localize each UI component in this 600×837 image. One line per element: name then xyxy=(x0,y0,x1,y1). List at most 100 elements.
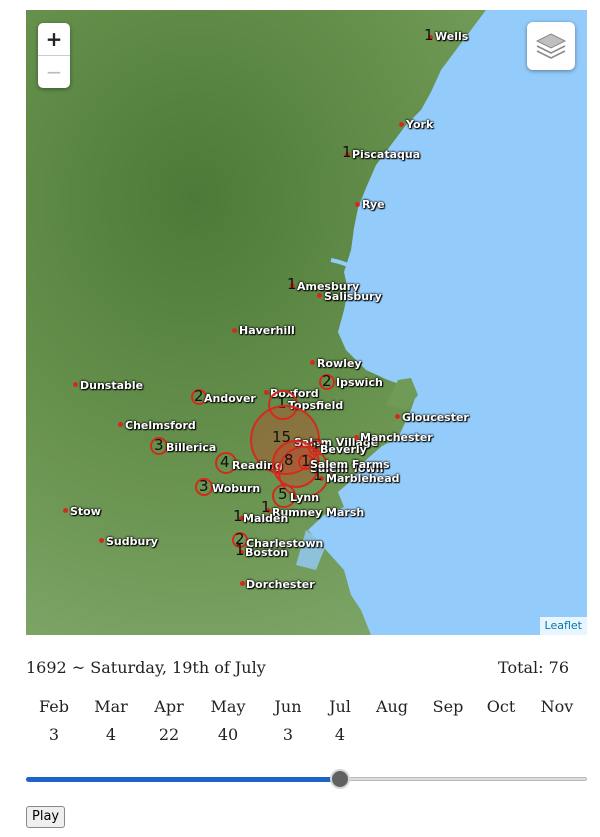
count-wells: 1 xyxy=(424,26,434,44)
count-beverly: 1 xyxy=(311,438,321,456)
marker-ring-charlestown[interactable] xyxy=(232,532,248,548)
map[interactable]: + − Wells 1 York Piscataqua 1 Rye Amesbu… xyxy=(26,10,587,635)
month-column: Oct xyxy=(473,697,529,725)
marker-ring-billerica[interactable] xyxy=(150,437,168,455)
marker-ring-reading[interactable] xyxy=(215,452,237,474)
place-dot xyxy=(290,283,295,288)
place-label-salem-farms[interactable]: Salem Farms xyxy=(310,458,390,471)
place-label-ipswich[interactable]: Ipswich xyxy=(336,376,383,389)
place-dot xyxy=(239,516,244,521)
place-label-rye[interactable]: Rye xyxy=(362,198,385,211)
count-andover: 2 xyxy=(194,387,204,405)
month-count: 40 xyxy=(217,725,239,744)
place-dot xyxy=(118,422,123,427)
place-dot xyxy=(73,382,78,387)
place-dot xyxy=(345,152,350,157)
place-label-dunstable[interactable]: Dunstable xyxy=(80,379,144,392)
layers-icon xyxy=(535,33,567,59)
slider-thumb[interactable] xyxy=(330,769,350,789)
count-piscataqua: 1 xyxy=(342,143,352,161)
place-dot xyxy=(264,390,269,395)
count-boston: 1 xyxy=(235,541,245,559)
zoom-control: + − xyxy=(38,23,70,88)
place-dot xyxy=(399,122,404,127)
count-topsfield: 1 xyxy=(277,394,287,412)
count-charlestown: 2 xyxy=(235,530,245,548)
marker-ring-woburn[interactable] xyxy=(195,478,213,496)
timeline-slider[interactable] xyxy=(26,768,587,790)
place-label-amesbury[interactable]: Amesbury xyxy=(297,280,360,293)
place-dot xyxy=(355,202,360,207)
month-column: Jun 3 xyxy=(260,697,316,744)
count-amesbury: 1 xyxy=(287,275,297,293)
place-label-manchester[interactable]: Manchester xyxy=(360,431,433,444)
place-label-boston[interactable]: Boston xyxy=(245,546,289,559)
place-dot xyxy=(395,414,400,419)
month-count: 4 xyxy=(334,725,346,744)
place-label-sudbury[interactable]: Sudbury xyxy=(106,535,158,548)
total-count: Total: 76 xyxy=(498,658,569,677)
month-name: Sep xyxy=(432,697,464,716)
count-ipswich: 2 xyxy=(322,372,332,390)
place-label-reading[interactable]: Reading xyxy=(232,459,283,472)
place-label-york[interactable]: York xyxy=(406,118,434,131)
count-salem-farms: 1 xyxy=(301,452,311,470)
place-label-andover[interactable]: Andover xyxy=(204,392,256,405)
place-dot xyxy=(266,508,271,513)
month-name: Apr xyxy=(154,697,184,716)
marker-ring-andover[interactable] xyxy=(191,389,207,405)
month-column: Apr 22 xyxy=(141,697,197,744)
place-label-wells[interactable]: Wells xyxy=(435,30,469,43)
map-terrain xyxy=(26,10,587,635)
month-name: May xyxy=(210,697,246,716)
place-dot xyxy=(354,435,359,440)
count-lynn: 5 xyxy=(278,485,288,503)
place-label-malden[interactable]: Malden xyxy=(243,512,289,525)
zoom-out-button[interactable]: − xyxy=(45,60,63,84)
zoom-in-button[interactable]: + xyxy=(38,23,70,56)
place-dot xyxy=(428,35,433,40)
place-label-rowley[interactable]: Rowley xyxy=(317,357,362,370)
count-billerica: 3 xyxy=(154,436,164,454)
place-label-marblehead[interactable]: Marblehead xyxy=(326,472,400,485)
play-button[interactable]: Play xyxy=(26,806,66,828)
attribution-link[interactable]: Leaflet xyxy=(539,617,587,635)
marker-ring-lynn[interactable] xyxy=(272,484,296,508)
month-count: 22 xyxy=(158,725,180,744)
place-label-piscataqua[interactable]: Piscataqua xyxy=(352,148,421,161)
place-dot xyxy=(99,538,104,543)
month-count: 3 xyxy=(282,725,294,744)
place-label-billerica[interactable]: Billerica xyxy=(166,441,217,454)
place-dot xyxy=(240,581,245,586)
marker-ring-salem-farms[interactable] xyxy=(298,454,314,470)
month-column: Feb 3 xyxy=(26,697,82,744)
place-label-beverly[interactable]: Beverly xyxy=(320,443,367,456)
place-label-lynn[interactable]: Lynn xyxy=(290,491,320,504)
place-label-rumney-marsh[interactable]: Rumney Marsh xyxy=(272,506,365,519)
month-column: Sep xyxy=(420,697,476,725)
place-label-gloucester[interactable]: Gloucester xyxy=(402,411,469,424)
count-malden: 1 xyxy=(233,507,243,525)
layers-button[interactable] xyxy=(527,22,575,70)
place-dot xyxy=(239,550,244,555)
place-label-salem-town[interactable]: Salem Town xyxy=(310,462,384,475)
month-name: Oct xyxy=(486,697,516,716)
place-label-chelmsford[interactable]: Chelmsford xyxy=(125,419,196,432)
place-dot xyxy=(232,328,237,333)
month-column: Aug xyxy=(364,697,420,725)
count-rumney-marsh: 1 xyxy=(261,498,271,516)
place-label-woburn[interactable]: Woburn xyxy=(212,482,261,495)
place-label-charlestown[interactable]: Charlestown xyxy=(246,537,324,550)
month-column: May 40 xyxy=(200,697,256,744)
count-woburn: 3 xyxy=(199,477,209,495)
place-label-stow[interactable]: Stow xyxy=(70,505,101,518)
month-table: Feb 3 Mar 4 Apr 22 May 40 Jun 3 Jul 4 Aug Sep … xyxy=(26,697,586,757)
month-name: Mar xyxy=(94,697,128,716)
marker-ring-ipswich[interactable] xyxy=(319,374,335,390)
month-name: Feb xyxy=(39,697,69,716)
place-label-dorchester[interactable]: Dorchester xyxy=(246,578,315,591)
place-dot xyxy=(319,476,324,481)
place-label-salisbury[interactable]: Salisbury xyxy=(324,290,382,303)
place-dot xyxy=(310,360,315,365)
place-label-haverhill[interactable]: Haverhill xyxy=(239,324,295,337)
